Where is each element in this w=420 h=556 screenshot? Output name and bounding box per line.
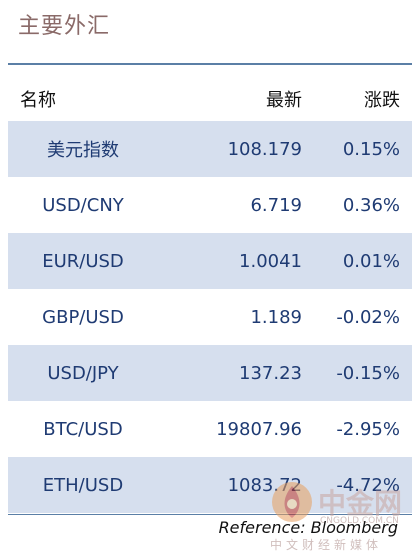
table-row: USD/CNY 6.719 0.36% — [8, 177, 412, 233]
bottom-divider — [8, 514, 412, 515]
row-name: BTC/USD — [43, 418, 123, 440]
watermark-name: 中金网 — [318, 487, 403, 520]
table-row: USD/JPY 137.23 -0.15% — [8, 345, 412, 401]
header-name: 名称 — [20, 90, 56, 111]
page-title: 主要外汇 — [18, 14, 111, 39]
row-change: -2.95% — [336, 418, 400, 440]
cngold-logo-icon — [272, 482, 312, 522]
table-header: 名称 最新 涨跌 — [8, 78, 412, 120]
table-row: BTC/USD 19807.96 -2.95% — [8, 401, 412, 457]
row-name: USD/CNY — [42, 194, 124, 216]
watermark: 中金网 CNGOLD.COM.CN — [268, 478, 418, 534]
table-row: 美元指数 108.179 0.15% — [8, 121, 412, 177]
header-change: 涨跌 — [364, 90, 400, 111]
row-change: 0.36% — [342, 194, 400, 216]
row-name: ETH/USD — [42, 474, 124, 496]
row-name: 美元指数 — [47, 140, 119, 161]
reference-note: Reference: Bloomberg — [218, 518, 398, 537]
row-change: -4.72% — [336, 474, 400, 496]
row-latest: 19807.96 — [216, 418, 302, 440]
row-name: EUR/USD — [42, 250, 124, 272]
row-change: -0.15% — [336, 362, 400, 384]
row-name: USD/JPY — [47, 362, 119, 384]
header-latest: 最新 — [266, 90, 302, 111]
table-row: ETH/USD 1083.72 -4.72% — [8, 457, 412, 513]
row-change: 0.01% — [342, 250, 400, 272]
row-latest: 1.189 — [250, 306, 302, 328]
row-latest: 6.719 — [250, 194, 302, 216]
watermark-subtitle: 中文财经新媒体 — [270, 538, 383, 552]
table-row: GBP/USD 1.189 -0.02% — [8, 289, 412, 345]
row-change: -0.02% — [336, 306, 400, 328]
table-row: EUR/USD 1.0041 0.01% — [8, 233, 412, 289]
row-latest: 1.0041 — [239, 250, 302, 272]
row-latest: 137.23 — [239, 362, 302, 384]
row-name: GBP/USD — [42, 306, 124, 328]
row-latest: 108.179 — [227, 138, 302, 160]
row-change: 0.15% — [342, 138, 400, 160]
top-divider — [8, 63, 412, 65]
watermark-url: CNGOLD.COM.CN — [320, 516, 399, 526]
